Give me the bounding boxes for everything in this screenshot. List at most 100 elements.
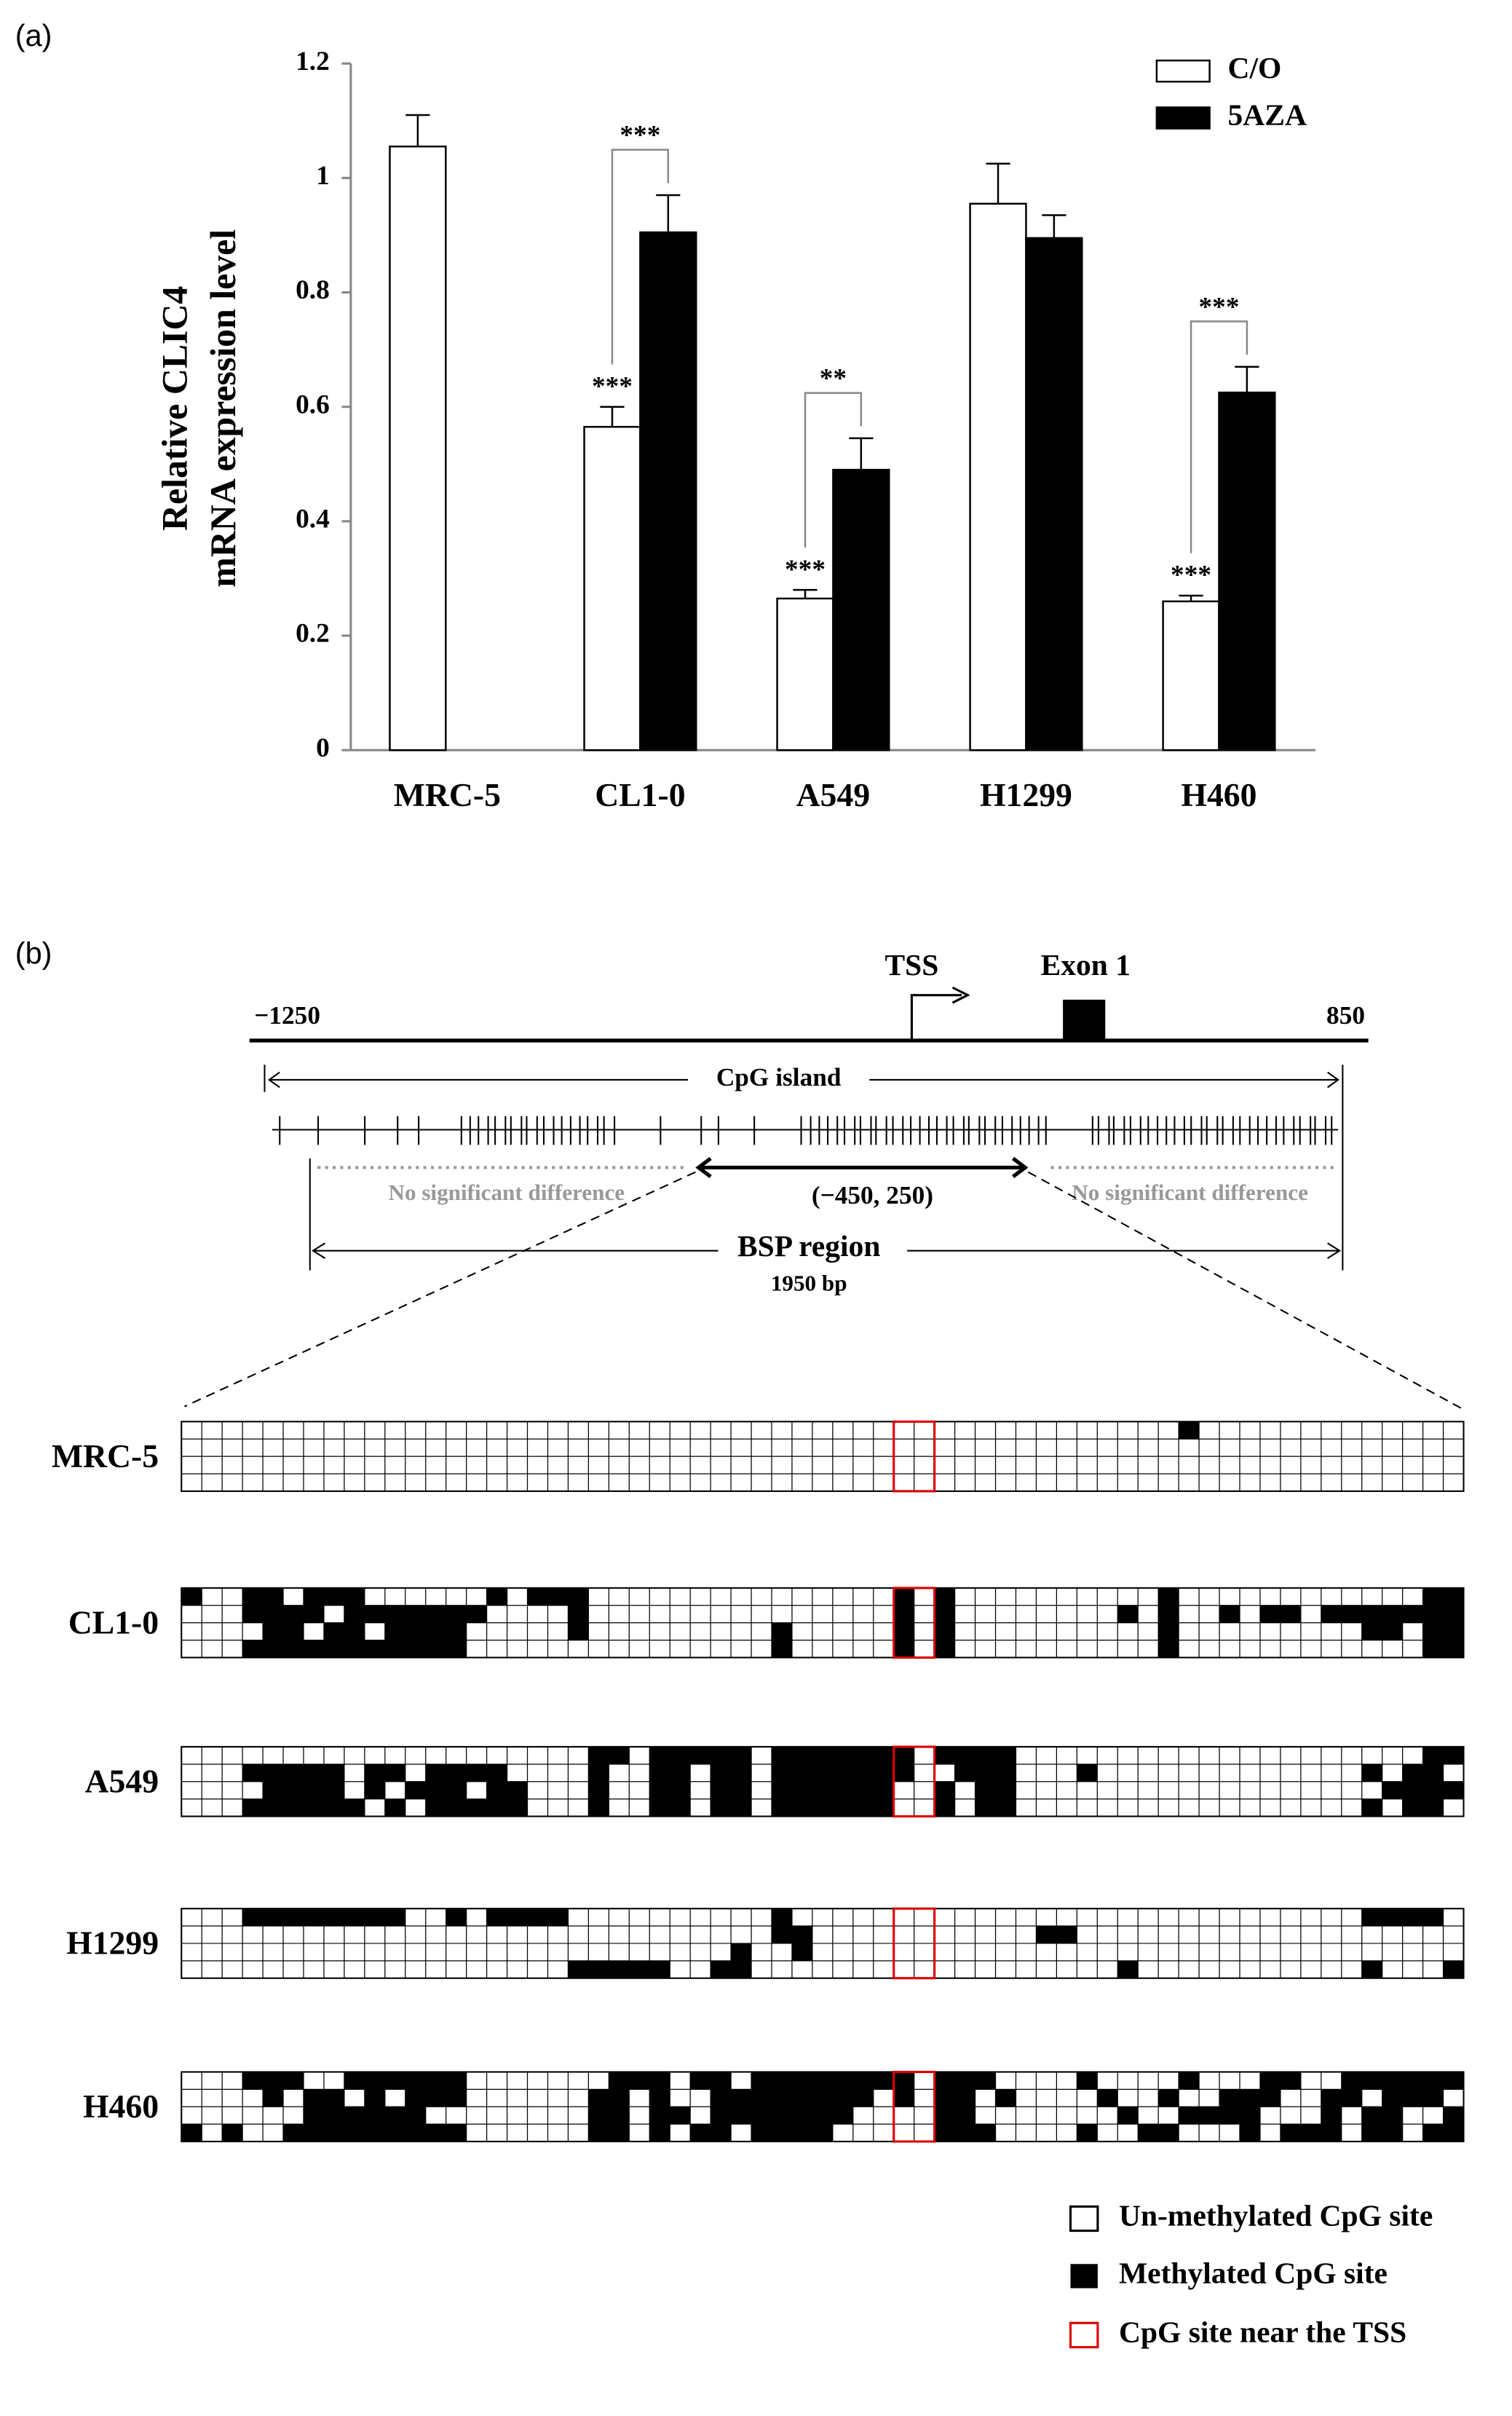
methylated-cell [1199,2107,1220,2125]
methylated-cell [771,1640,792,1658]
bar [1218,391,1276,751]
methylated-cell [1422,2089,1444,2107]
methylated-cell [303,1640,324,1658]
methylated-cell [609,1960,630,1978]
comparison-bracket [804,392,863,548]
methylated-cell [649,2107,670,2125]
methylated-cell [384,1640,405,1658]
methylated-cell [425,1622,446,1641]
methylated-cell [812,2072,833,2090]
methylated-cell [547,1908,569,1927]
methylated-cell [486,1799,507,1817]
bsp-length: 1950 bp [771,1271,847,1296]
methylated-cell [344,1908,365,1927]
methylated-cell [263,1799,284,1817]
methylated-cell [771,1764,792,1782]
methylated-cell [384,1622,405,1641]
methylated-cell [507,1908,528,1927]
methylated-cell [873,1764,894,1782]
methylated-cell [1158,1587,1179,1606]
methylated-cell [954,1746,975,1764]
methylated-cell [1422,1799,1444,1817]
methylated-cell [242,1799,264,1817]
methylated-cell [405,2072,426,2090]
methylated-cell [283,1781,304,1799]
methylated-cell [1402,2089,1423,2107]
legend-swatch [1155,59,1211,83]
methylated-cell [405,1622,426,1641]
panel-label: (a) [15,18,52,52]
methylated-cell [1443,1587,1464,1606]
methylated-cell [731,1960,752,1978]
methylated-cell [384,1605,405,1623]
methylated-cell [446,1605,467,1623]
methylated-cell [181,2124,202,2142]
methylated-cell [771,1926,792,1943]
methylated-cell [852,2089,874,2107]
methylated-cell [609,2124,630,2142]
zoom-line [183,1171,1465,1410]
methylated-cell [425,1764,446,1782]
methylated-cell [791,1764,812,1782]
bar [1162,600,1220,751]
methylated-cell [364,2124,385,2142]
methylated-cell [852,1746,874,1764]
methylated-cell [629,1960,650,1978]
methylated-cell [303,2107,324,2125]
methylated-cell [791,2089,812,2107]
methylated-cell [609,2089,630,2107]
methylated-cell [1361,1622,1382,1641]
methylated-cell [283,2072,304,2090]
methylated-cell [1179,2072,1200,2090]
methylated-cell [181,1587,202,1606]
methylated-cell [1321,2107,1342,2125]
methylated-cell [975,1781,996,1799]
methylated-cell [242,1640,264,1658]
methylated-cell [1382,1622,1403,1641]
methylated-cell [934,1640,955,1658]
methylated-cell [446,2089,467,2107]
methylated-cell [731,1764,752,1782]
methylated-cell [649,2072,670,2090]
tss-arrowhead [951,986,970,1004]
methylated-cell [812,1764,833,1782]
bar [776,597,834,751]
methylated-cell [995,2089,1016,2107]
methylated-cell [323,1781,344,1799]
methylated-cell [731,1746,752,1764]
methylated-cell [263,2072,284,2090]
methylated-cell [1300,2124,1321,2142]
methylated-cell [649,1746,670,1764]
methylated-cell [954,1764,975,1782]
comparison-bracket [611,149,670,365]
methylated-cell [711,1799,732,1817]
methylated-cell [303,1605,324,1623]
bsp-arrow [311,1242,1342,1259]
methylated-cell [934,2107,955,2125]
methylated-cell [568,1960,589,1978]
methylated-cell [283,1908,304,1927]
methylated-cell [1138,2124,1159,2142]
methylated-cell [649,1764,670,1782]
methylated-cell [934,1746,955,1764]
legend-swatch [1069,2205,1099,2233]
methylated-cell [791,1781,812,1799]
methylated-cell [446,1799,467,1817]
y-tick-label: 1 [316,161,330,191]
methylated-cell [832,1781,853,1799]
methylated-cell [1259,2089,1281,2107]
significance: *** [592,371,633,401]
methylated-cell [791,1926,812,1943]
methylated-cell [446,2072,467,2090]
sample-label: MRC-5 [52,1437,159,1475]
tss-site [892,2070,936,2143]
methylated-cell [954,2089,975,2107]
methylated-cell [649,1799,670,1817]
methylated-cell [384,1908,405,1927]
methylated-cell [893,2089,914,2107]
y-axis-label: Relative CLIC4 [155,286,195,531]
methylated-cell [1422,1605,1444,1623]
methylated-cell [364,1764,385,1782]
methylated-cell [323,2107,344,2125]
cpg-island-arrow [267,1071,1339,1089]
